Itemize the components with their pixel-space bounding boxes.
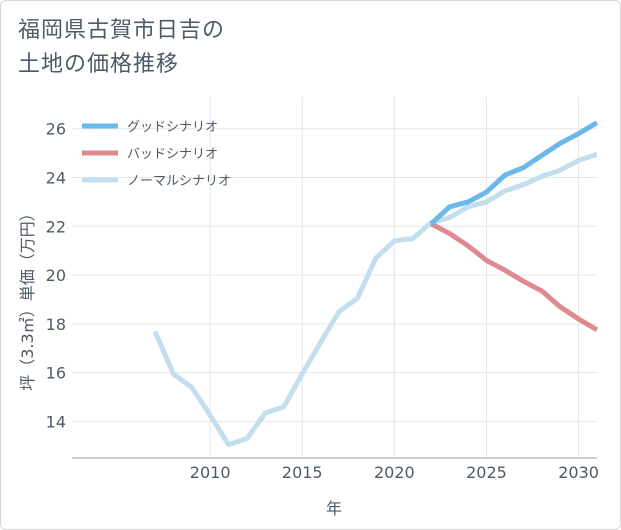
chart-title-line2: 土地の価格推移 [18, 52, 180, 77]
y-tick-label: 14 [46, 412, 66, 431]
series-line-normal [152, 151, 598, 448]
chart-title-line1: 福岡県古賀市日吉の [18, 18, 226, 43]
legend-label-bad: バッドシナリオ [127, 147, 218, 162]
x-tick-label: 2015 [282, 463, 323, 482]
x-tick-label: 2030 [558, 463, 599, 482]
plot-area [72, 97, 597, 458]
x-tick-label: 2010 [190, 463, 231, 482]
y-tick-labels: 14 16 18 20 22 24 26 [46, 120, 66, 432]
y-tick-label: 24 [46, 168, 66, 187]
x-tick-labels: 2010 2015 2020 2025 2030 [190, 463, 599, 482]
y-tick-label: 16 [46, 364, 66, 383]
series-line-good [429, 120, 599, 226]
grid-lines [72, 97, 597, 458]
chart-title: 福岡県古賀市日吉の 土地の価格推移 [18, 14, 225, 82]
legend-label-good: グッドシナリオ [127, 120, 218, 135]
legend-label-normal: ノーマルシナリオ [127, 174, 231, 189]
y-tick-label: 20 [46, 266, 66, 285]
series-lines [152, 120, 599, 448]
series-line-bad [430, 221, 599, 333]
x-tick-label: 2025 [466, 463, 507, 482]
x-tick-label: 2020 [374, 463, 415, 482]
y-tick-label: 26 [46, 120, 66, 139]
y-tick-label: 18 [46, 315, 66, 334]
y-axis-label: 坪（3.3㎡）単価（万円） [18, 205, 37, 390]
x-axis-label: 年 [326, 499, 342, 518]
y-tick-label: 22 [46, 217, 66, 236]
